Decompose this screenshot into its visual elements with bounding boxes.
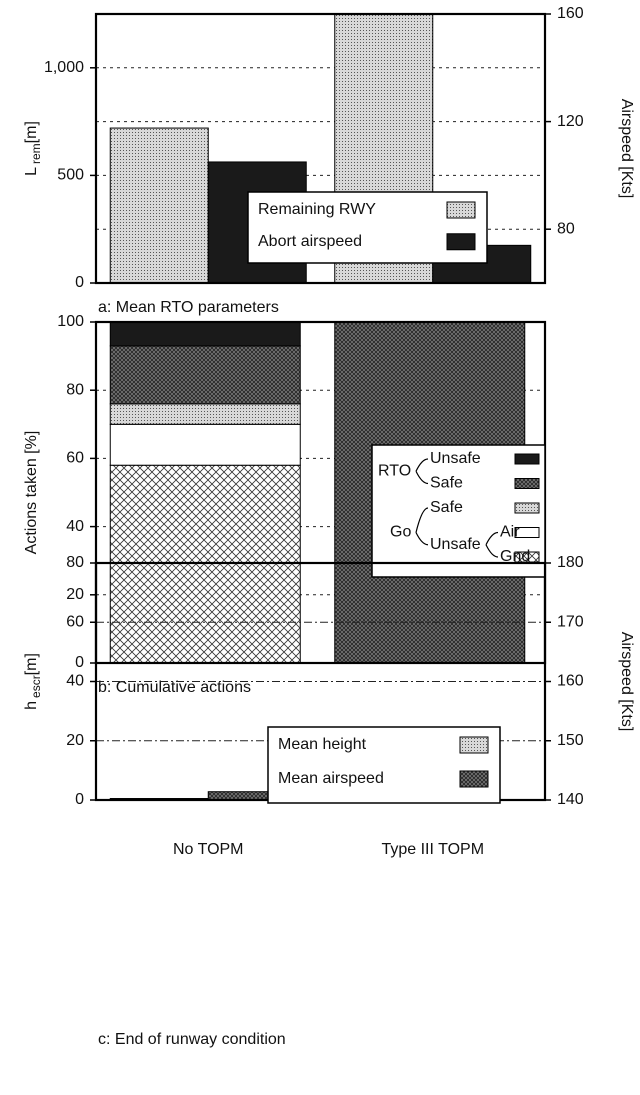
legend-label: Mean height: [278, 736, 367, 753]
y-axis-label-main: L: [23, 167, 40, 176]
legend-label: Air: [500, 524, 520, 541]
bar-segment: [109, 423, 301, 466]
y-tick-label: 60: [66, 450, 84, 467]
plot-frame: [94, 12, 547, 285]
bar-segment: [109, 321, 301, 347]
legend-bracket: [485, 544, 499, 558]
legend-bracket: [415, 532, 429, 546]
bar-segment: [109, 464, 301, 664]
legend-swatch: [514, 502, 540, 514]
legend-label: Gnd: [500, 548, 530, 565]
y2-axis-label: Airspeed [Kts]: [618, 99, 635, 199]
legend-subgroup-label: Unsafe: [430, 536, 481, 553]
caption: a: Mean RTO parameters: [98, 299, 279, 316]
y-tick-label: 1,000: [44, 59, 84, 76]
caption: c: End of runway condition: [98, 1031, 286, 1048]
y2-tick-label: 160: [557, 673, 584, 690]
legend-label: Mean airspeed: [278, 770, 384, 787]
y2-tick-label: 160: [557, 5, 584, 22]
legend-swatch: [514, 478, 540, 489]
y2-tick-label: 140: [557, 791, 584, 808]
legend-group-label: RTO: [378, 462, 411, 479]
y-tick-label: 80: [66, 381, 84, 398]
y2-axis-label: Airspeed [Kts]: [618, 632, 635, 732]
legend-group-label: Go: [390, 524, 411, 541]
y-axis-label-main: Actions taken [%]: [23, 431, 40, 555]
y2-tick-label: 170: [557, 613, 584, 630]
y2-tick-label: 120: [557, 113, 584, 130]
y-tick-label: 0: [75, 791, 84, 808]
y-tick-label: 20: [66, 586, 84, 603]
y-tick-label: 40: [66, 518, 84, 535]
y-tick-label: 500: [57, 167, 84, 184]
caption: b: Cumulative actions: [98, 679, 251, 696]
y-axis-label-unit: [m]: [23, 653, 40, 675]
y-axis-label: h escr[m]: [23, 653, 43, 710]
x-tick-label: Type III TOPM: [381, 841, 484, 858]
legend-label: Unsafe: [430, 450, 481, 467]
y2-tick-label: 150: [557, 732, 584, 749]
y-tick-label: 0: [75, 654, 84, 671]
legend-swatch: [446, 201, 476, 219]
legend-bracket: [485, 531, 499, 546]
y2-tick-label: 80: [557, 220, 575, 237]
legend-label: Remaining RWY: [258, 201, 376, 218]
bar: [109, 127, 209, 284]
y-axis-label-sub: escr: [29, 675, 43, 698]
legend-bracket: [415, 507, 429, 533]
x-tick-label: No TOPM: [173, 841, 244, 858]
legend-swatch: [514, 527, 540, 538]
y-axis-label-sub: rem: [29, 143, 43, 164]
y-axis-label-main: h: [23, 701, 40, 710]
y-tick-label: 80: [66, 554, 84, 571]
y-tick-label: 60: [66, 613, 84, 630]
legend-label: Abort airspeed: [258, 233, 362, 250]
y-tick-label: 20: [66, 732, 84, 749]
y-tick-label: 40: [66, 673, 84, 690]
legend-swatch: [446, 233, 476, 251]
legend-swatch: [459, 770, 489, 788]
legend-label: Safe: [430, 499, 463, 516]
y-axis-label-unit: [m]: [23, 121, 40, 143]
bar-segment: [109, 345, 301, 405]
legend-swatch: [514, 453, 540, 465]
legend-bracket: [415, 458, 429, 472]
y2-tick-label: 180: [557, 554, 584, 571]
legend-label: Safe: [430, 475, 463, 492]
legend-swatch: [459, 736, 489, 754]
y-axis-label: Actions taken [%]: [23, 431, 40, 555]
y-tick-label: 100: [57, 313, 84, 330]
legend-bracket: [415, 470, 429, 485]
y-axis-label: Lrem[m]: [23, 121, 43, 176]
bar-segment: [109, 403, 301, 425]
y-tick-label: 0: [75, 274, 84, 291]
